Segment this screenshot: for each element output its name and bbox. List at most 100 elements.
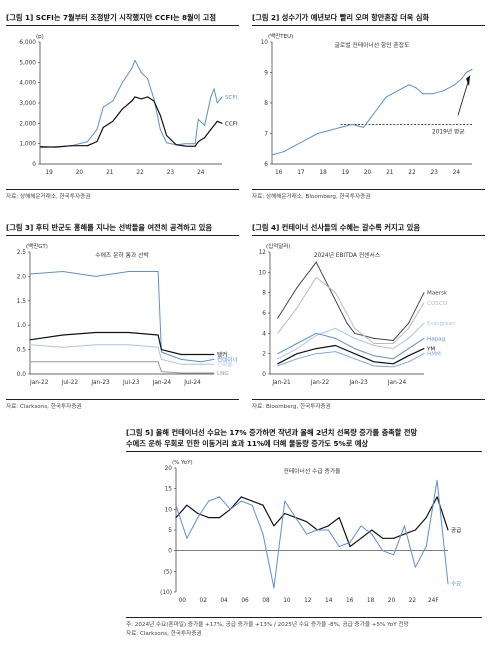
data-point bbox=[95, 344, 97, 346]
data-point bbox=[200, 353, 202, 355]
y-tick-label: 0.5 bbox=[17, 348, 27, 354]
data-point bbox=[334, 345, 336, 347]
y-tick-label: 6 bbox=[264, 162, 268, 168]
unit-label: (십억달러) bbox=[266, 242, 291, 250]
data-point bbox=[454, 84, 456, 86]
y-tick-label: 4 bbox=[262, 331, 266, 337]
x-tick-label: 16 bbox=[275, 170, 283, 176]
data-point bbox=[277, 358, 279, 360]
data-point bbox=[240, 496, 242, 498]
unit-label: (p) bbox=[36, 34, 44, 40]
y-tick-label: 1.0 bbox=[17, 323, 27, 329]
trend-arrow-head bbox=[466, 75, 470, 87]
x-tick-label: 22 bbox=[408, 170, 416, 176]
data-point bbox=[39, 147, 41, 149]
data-point bbox=[160, 358, 162, 360]
x-tick-label: Jul-24 bbox=[183, 380, 201, 386]
data-point bbox=[277, 317, 279, 319]
x-tick-label: Jan-22 bbox=[29, 380, 49, 386]
data-point bbox=[334, 327, 336, 329]
data-point bbox=[360, 537, 362, 539]
data-point bbox=[159, 128, 161, 130]
x-tick-label: 12 bbox=[304, 598, 312, 604]
x-tick-label: 23 bbox=[167, 170, 175, 176]
series-label: COSCO bbox=[427, 301, 448, 307]
data-point bbox=[208, 517, 210, 519]
data-point bbox=[213, 363, 215, 365]
data-point bbox=[96, 141, 98, 143]
x-tick-label: 17 bbox=[297, 170, 305, 176]
x-tick-label: 20 bbox=[76, 170, 84, 176]
data-point bbox=[392, 363, 394, 365]
data-point bbox=[95, 361, 97, 363]
series-label: LNG bbox=[217, 371, 229, 377]
panel-2-chart: (백만TEU) 6 7 8 9 10 16 17 18 19 20 21 22 23 24 글로벌 컨테이너선… bbox=[261, 32, 473, 176]
data-point bbox=[378, 105, 380, 107]
y-tick-label: (10) bbox=[160, 590, 172, 596]
data-point bbox=[414, 529, 416, 531]
series-line-1 bbox=[39, 96, 223, 148]
data-point bbox=[229, 508, 231, 510]
data-point bbox=[277, 363, 279, 365]
data-point bbox=[334, 292, 336, 294]
data-point bbox=[408, 355, 410, 357]
data-point bbox=[200, 372, 202, 374]
data-point bbox=[436, 479, 438, 481]
data-point bbox=[296, 307, 298, 309]
series-label: YM bbox=[426, 347, 435, 353]
data-point bbox=[465, 72, 467, 73]
panel-2-title: [그림 2] 성수기가 예년보다 빨리 오며 항만혼잡 더욱 심화 bbox=[252, 13, 430, 22]
x-tick-label: 00 bbox=[179, 598, 187, 604]
x-tick-label: 22 bbox=[409, 598, 417, 604]
data-point bbox=[423, 348, 425, 350]
data-point bbox=[315, 332, 317, 334]
data-point bbox=[134, 59, 136, 61]
data-point bbox=[121, 82, 123, 84]
data-point bbox=[29, 339, 31, 341]
unit-label: (% YoY) bbox=[172, 460, 193, 466]
y-tick-label: 2.0 bbox=[17, 274, 27, 280]
data-point bbox=[334, 351, 336, 353]
data-point bbox=[296, 358, 298, 360]
x-tick-label: 18 bbox=[319, 170, 327, 176]
x-tick-label: Jan-24 bbox=[387, 380, 407, 386]
data-point bbox=[175, 144, 177, 146]
data-point bbox=[204, 137, 206, 139]
data-point bbox=[373, 355, 375, 357]
series-label: 탱커 bbox=[217, 350, 227, 358]
series-line-0 bbox=[175, 496, 449, 548]
data-point bbox=[197, 118, 199, 120]
data-point bbox=[251, 504, 253, 506]
data-point bbox=[415, 87, 417, 89]
data-point bbox=[422, 93, 424, 95]
y-tick-label: 2 bbox=[262, 352, 266, 358]
x-tick-label: 20 bbox=[364, 170, 372, 176]
data-point bbox=[157, 346, 159, 348]
data-point bbox=[423, 353, 425, 355]
data-point bbox=[334, 337, 336, 339]
data-point bbox=[354, 327, 356, 329]
data-point bbox=[134, 96, 136, 98]
data-point bbox=[62, 271, 64, 273]
data-point bbox=[349, 546, 351, 548]
data-point bbox=[392, 343, 394, 344]
x-tick-label: 24 bbox=[453, 170, 461, 176]
y-tick-label: 9 bbox=[264, 71, 268, 77]
data-point bbox=[86, 145, 88, 147]
data-point bbox=[221, 122, 223, 124]
data-point bbox=[96, 128, 98, 130]
data-point bbox=[382, 537, 384, 539]
x-tick-label: 04 bbox=[220, 598, 228, 604]
panel-1: [그림 1] SCFI는 7월부터 조정받기 시작했지만 CCFI는 8월이 고… bbox=[0, 0, 246, 205]
data-point bbox=[251, 500, 253, 502]
series-line-3 bbox=[277, 332, 425, 360]
data-point bbox=[95, 275, 97, 277]
data-point bbox=[315, 353, 317, 355]
x-tick-label: 23 bbox=[431, 170, 439, 176]
data-point bbox=[354, 337, 356, 339]
data-point bbox=[277, 332, 279, 334]
data-point bbox=[175, 517, 177, 519]
data-point bbox=[112, 100, 114, 102]
data-point bbox=[180, 358, 182, 360]
panel-5-chart: (% YoY) (10) (5) 0 5 10 15 20 00 02 04 06 08 10 12 14 16… bbox=[160, 460, 461, 604]
